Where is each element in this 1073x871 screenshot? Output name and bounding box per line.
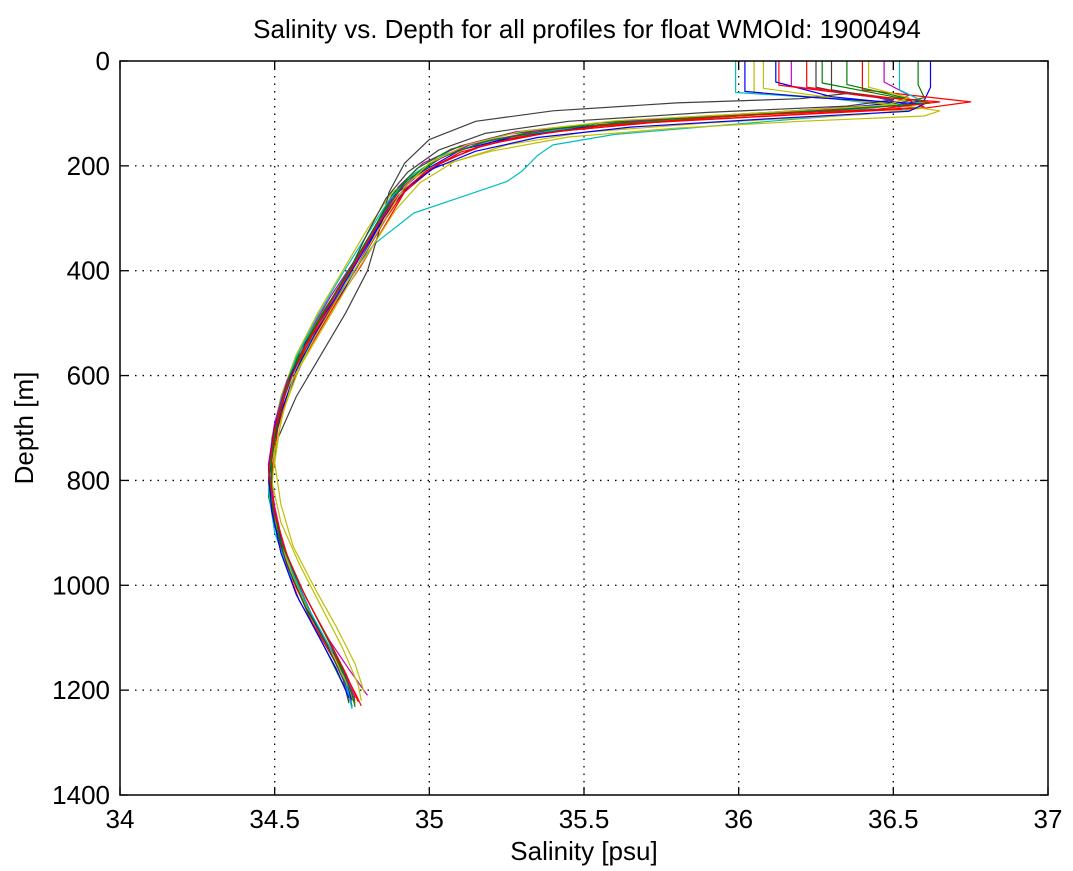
y-axis-label: Depth [m] xyxy=(9,372,39,485)
y-tick-label: 600 xyxy=(67,361,110,391)
grid-lines xyxy=(120,61,1048,795)
x-tick-label: 36 xyxy=(724,804,753,834)
profile-line xyxy=(267,61,925,699)
y-tick-label: 200 xyxy=(67,151,110,181)
profile-line xyxy=(271,61,941,701)
y-tick-label: 1200 xyxy=(52,675,110,705)
chart-title: Salinity vs. Depth for all profiles for … xyxy=(253,14,921,44)
y-tick-label: 400 xyxy=(67,256,110,286)
x-tick-label: 35 xyxy=(415,804,444,834)
x-tick-label: 36.5 xyxy=(868,804,919,834)
x-tick-label: 34.5 xyxy=(249,804,300,834)
y-tick-label: 1400 xyxy=(52,780,110,810)
y-tick-label: 800 xyxy=(67,465,110,495)
profile-line xyxy=(267,61,894,702)
y-tick-label: 1000 xyxy=(52,570,110,600)
x-tick-labels: 34 34.5 35 35.5 36 36.5 37 xyxy=(106,804,1063,834)
axis-ticks xyxy=(119,60,1049,796)
profile-line xyxy=(274,61,910,693)
y-tick-labels: 0 200 400 600 800 1000 1200 1400 xyxy=(52,46,110,810)
profile-line xyxy=(267,61,941,702)
x-tick-label: 34 xyxy=(106,804,135,834)
x-axis-label: Salinity [psu] xyxy=(510,836,657,866)
x-tick-label: 35.5 xyxy=(559,804,610,834)
x-tick-label: 37 xyxy=(1034,804,1063,834)
y-tick-label: 0 xyxy=(96,46,110,76)
profile-lines xyxy=(267,61,972,709)
